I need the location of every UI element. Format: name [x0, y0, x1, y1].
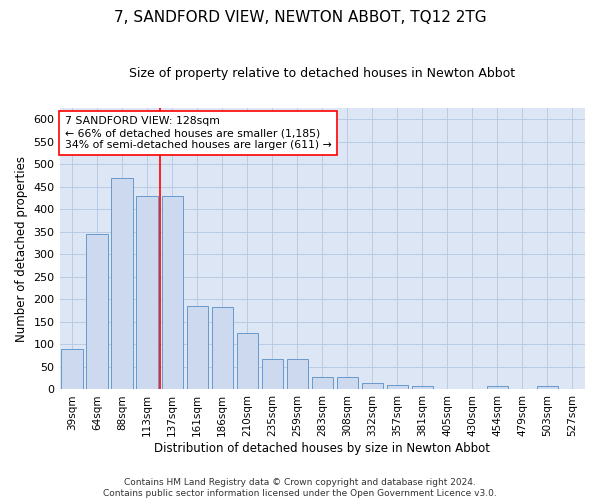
Bar [537, 386, 558, 390]
Bar [86, 234, 108, 390]
Bar [236, 333, 258, 390]
Bar [187, 306, 208, 390]
Bar [212, 307, 233, 390]
Bar [387, 385, 408, 390]
Bar [161, 196, 183, 390]
Title: Size of property relative to detached houses in Newton Abbot: Size of property relative to detached ho… [129, 68, 515, 80]
Bar [287, 359, 308, 390]
Bar [61, 349, 83, 390]
Bar [262, 359, 283, 390]
Text: Contains HM Land Registry data © Crown copyright and database right 2024.
Contai: Contains HM Land Registry data © Crown c… [103, 478, 497, 498]
Text: 7, SANDFORD VIEW, NEWTON ABBOT, TQ12 2TG: 7, SANDFORD VIEW, NEWTON ABBOT, TQ12 2TG [113, 10, 487, 25]
Bar [337, 377, 358, 390]
Bar [362, 382, 383, 390]
Bar [112, 178, 133, 390]
Bar [136, 196, 158, 390]
Text: 7 SANDFORD VIEW: 128sqm
← 66% of detached houses are smaller (1,185)
34% of semi: 7 SANDFORD VIEW: 128sqm ← 66% of detache… [65, 116, 332, 150]
X-axis label: Distribution of detached houses by size in Newton Abbot: Distribution of detached houses by size … [154, 442, 490, 455]
Bar [311, 377, 333, 390]
Bar [412, 386, 433, 390]
Bar [487, 386, 508, 390]
Y-axis label: Number of detached properties: Number of detached properties [15, 156, 28, 342]
